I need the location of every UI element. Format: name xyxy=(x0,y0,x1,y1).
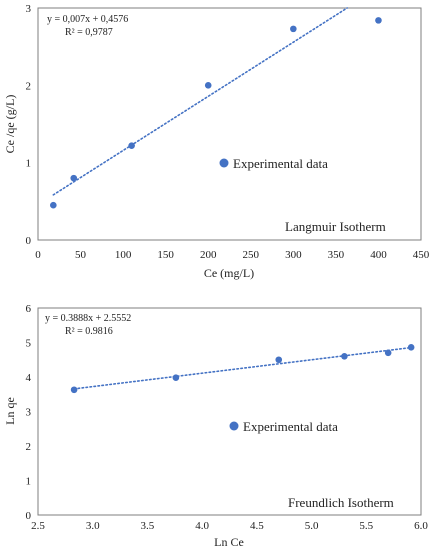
legend-marker xyxy=(229,421,239,431)
plot-frame xyxy=(37,7,422,241)
data-point xyxy=(375,17,382,24)
x-tick-labels: 2.5 3.0 3.5 4.0 4.5 5.0 5.5 6.0 xyxy=(31,520,428,532)
equation-label: y = 0,007x + 0,4576 xyxy=(47,14,128,25)
data-point xyxy=(407,344,415,351)
x-tick-labels: 0 50 100 150 200 250 300 350 400 450 xyxy=(35,249,430,261)
chart-annotation: Freundlich Isotherm xyxy=(288,495,394,510)
y-tick-label: 1 xyxy=(26,158,32,170)
data-point xyxy=(70,386,78,394)
y-tick-label: 3 xyxy=(26,3,32,15)
x-tick-label: 0 xyxy=(35,249,41,261)
trendline xyxy=(73,346,412,390)
x-tick-label: 4.5 xyxy=(250,520,264,532)
legend-marker xyxy=(219,158,229,168)
data-point xyxy=(275,356,283,364)
data-point xyxy=(204,82,212,89)
plot-frame xyxy=(37,307,422,516)
x-tick-label: 6.0 xyxy=(414,520,428,532)
x-tick-label: 100 xyxy=(115,249,132,261)
y-axis-label: Ln qe xyxy=(3,397,17,425)
legend-label: Experimental data xyxy=(233,156,328,171)
x-tick-label: 350 xyxy=(328,249,345,261)
y-tick-label: 6 xyxy=(26,303,32,315)
x-tick-label: 5.5 xyxy=(359,520,373,532)
x-tick-label: 300 xyxy=(285,249,302,261)
y-tick-label: 1 xyxy=(26,476,32,488)
y-tick-label: 5 xyxy=(26,338,32,350)
x-tick-label: 150 xyxy=(157,249,174,261)
x-tick-label: 50 xyxy=(75,249,87,261)
data-point xyxy=(128,142,135,149)
y-tick-labels: 0 1 2 3 4 5 6 xyxy=(26,303,32,522)
y-tick-label: 3 xyxy=(26,407,32,419)
trendline xyxy=(52,7,348,196)
y-tick-label: 2 xyxy=(26,441,32,453)
data-point xyxy=(341,353,348,360)
equation-label: y = 0.3888x + 2.5552 xyxy=(45,313,131,324)
y-tick-label: 4 xyxy=(26,372,32,384)
data-points xyxy=(70,344,415,394)
r2-label: R² = 0.9816 xyxy=(65,326,113,337)
data-point xyxy=(50,201,57,209)
langmuir-chart: 0 50 100 150 200 250 300 350 400 450 0 1 2 3 y = 0,0… xyxy=(3,3,430,280)
y-tick-label: 2 xyxy=(26,80,32,92)
chart-annotation: Langmuir Isotherm xyxy=(285,219,386,234)
x-tick-label: 450 xyxy=(413,249,430,261)
x-tick-label: 3.5 xyxy=(141,520,155,532)
y-tick-labels: 0 1 2 3 xyxy=(26,3,32,247)
data-point xyxy=(172,374,180,381)
x-axis-label: Ln Ce xyxy=(214,535,244,549)
x-tick-label: 200 xyxy=(200,249,217,261)
data-point xyxy=(384,349,392,357)
x-tick-label: 250 xyxy=(243,249,260,261)
x-tick-label: 400 xyxy=(370,249,387,261)
y-tick-label: 0 xyxy=(26,235,32,247)
y-axis-label: Ce /qe (g/L) xyxy=(3,95,17,154)
r2-label: R² = 0,9787 xyxy=(65,27,113,38)
x-tick-label: 3.0 xyxy=(86,520,100,532)
x-tick-label: 4.0 xyxy=(195,520,209,532)
x-axis-label: Ce (mg/L) xyxy=(204,266,254,280)
legend-label: Experimental data xyxy=(243,419,338,434)
data-points xyxy=(50,17,382,209)
x-tick-label: 2.5 xyxy=(31,520,45,532)
data-point xyxy=(290,25,297,33)
data-point xyxy=(70,174,78,182)
y-tick-label: 0 xyxy=(26,510,32,522)
freundlich-chart: 2.5 3.0 3.5 4.0 4.5 5.0 5.5 6.0 0 1 2 3 4 5 6 y = 0.3… xyxy=(3,303,428,549)
x-tick-label: 5.0 xyxy=(305,520,319,532)
